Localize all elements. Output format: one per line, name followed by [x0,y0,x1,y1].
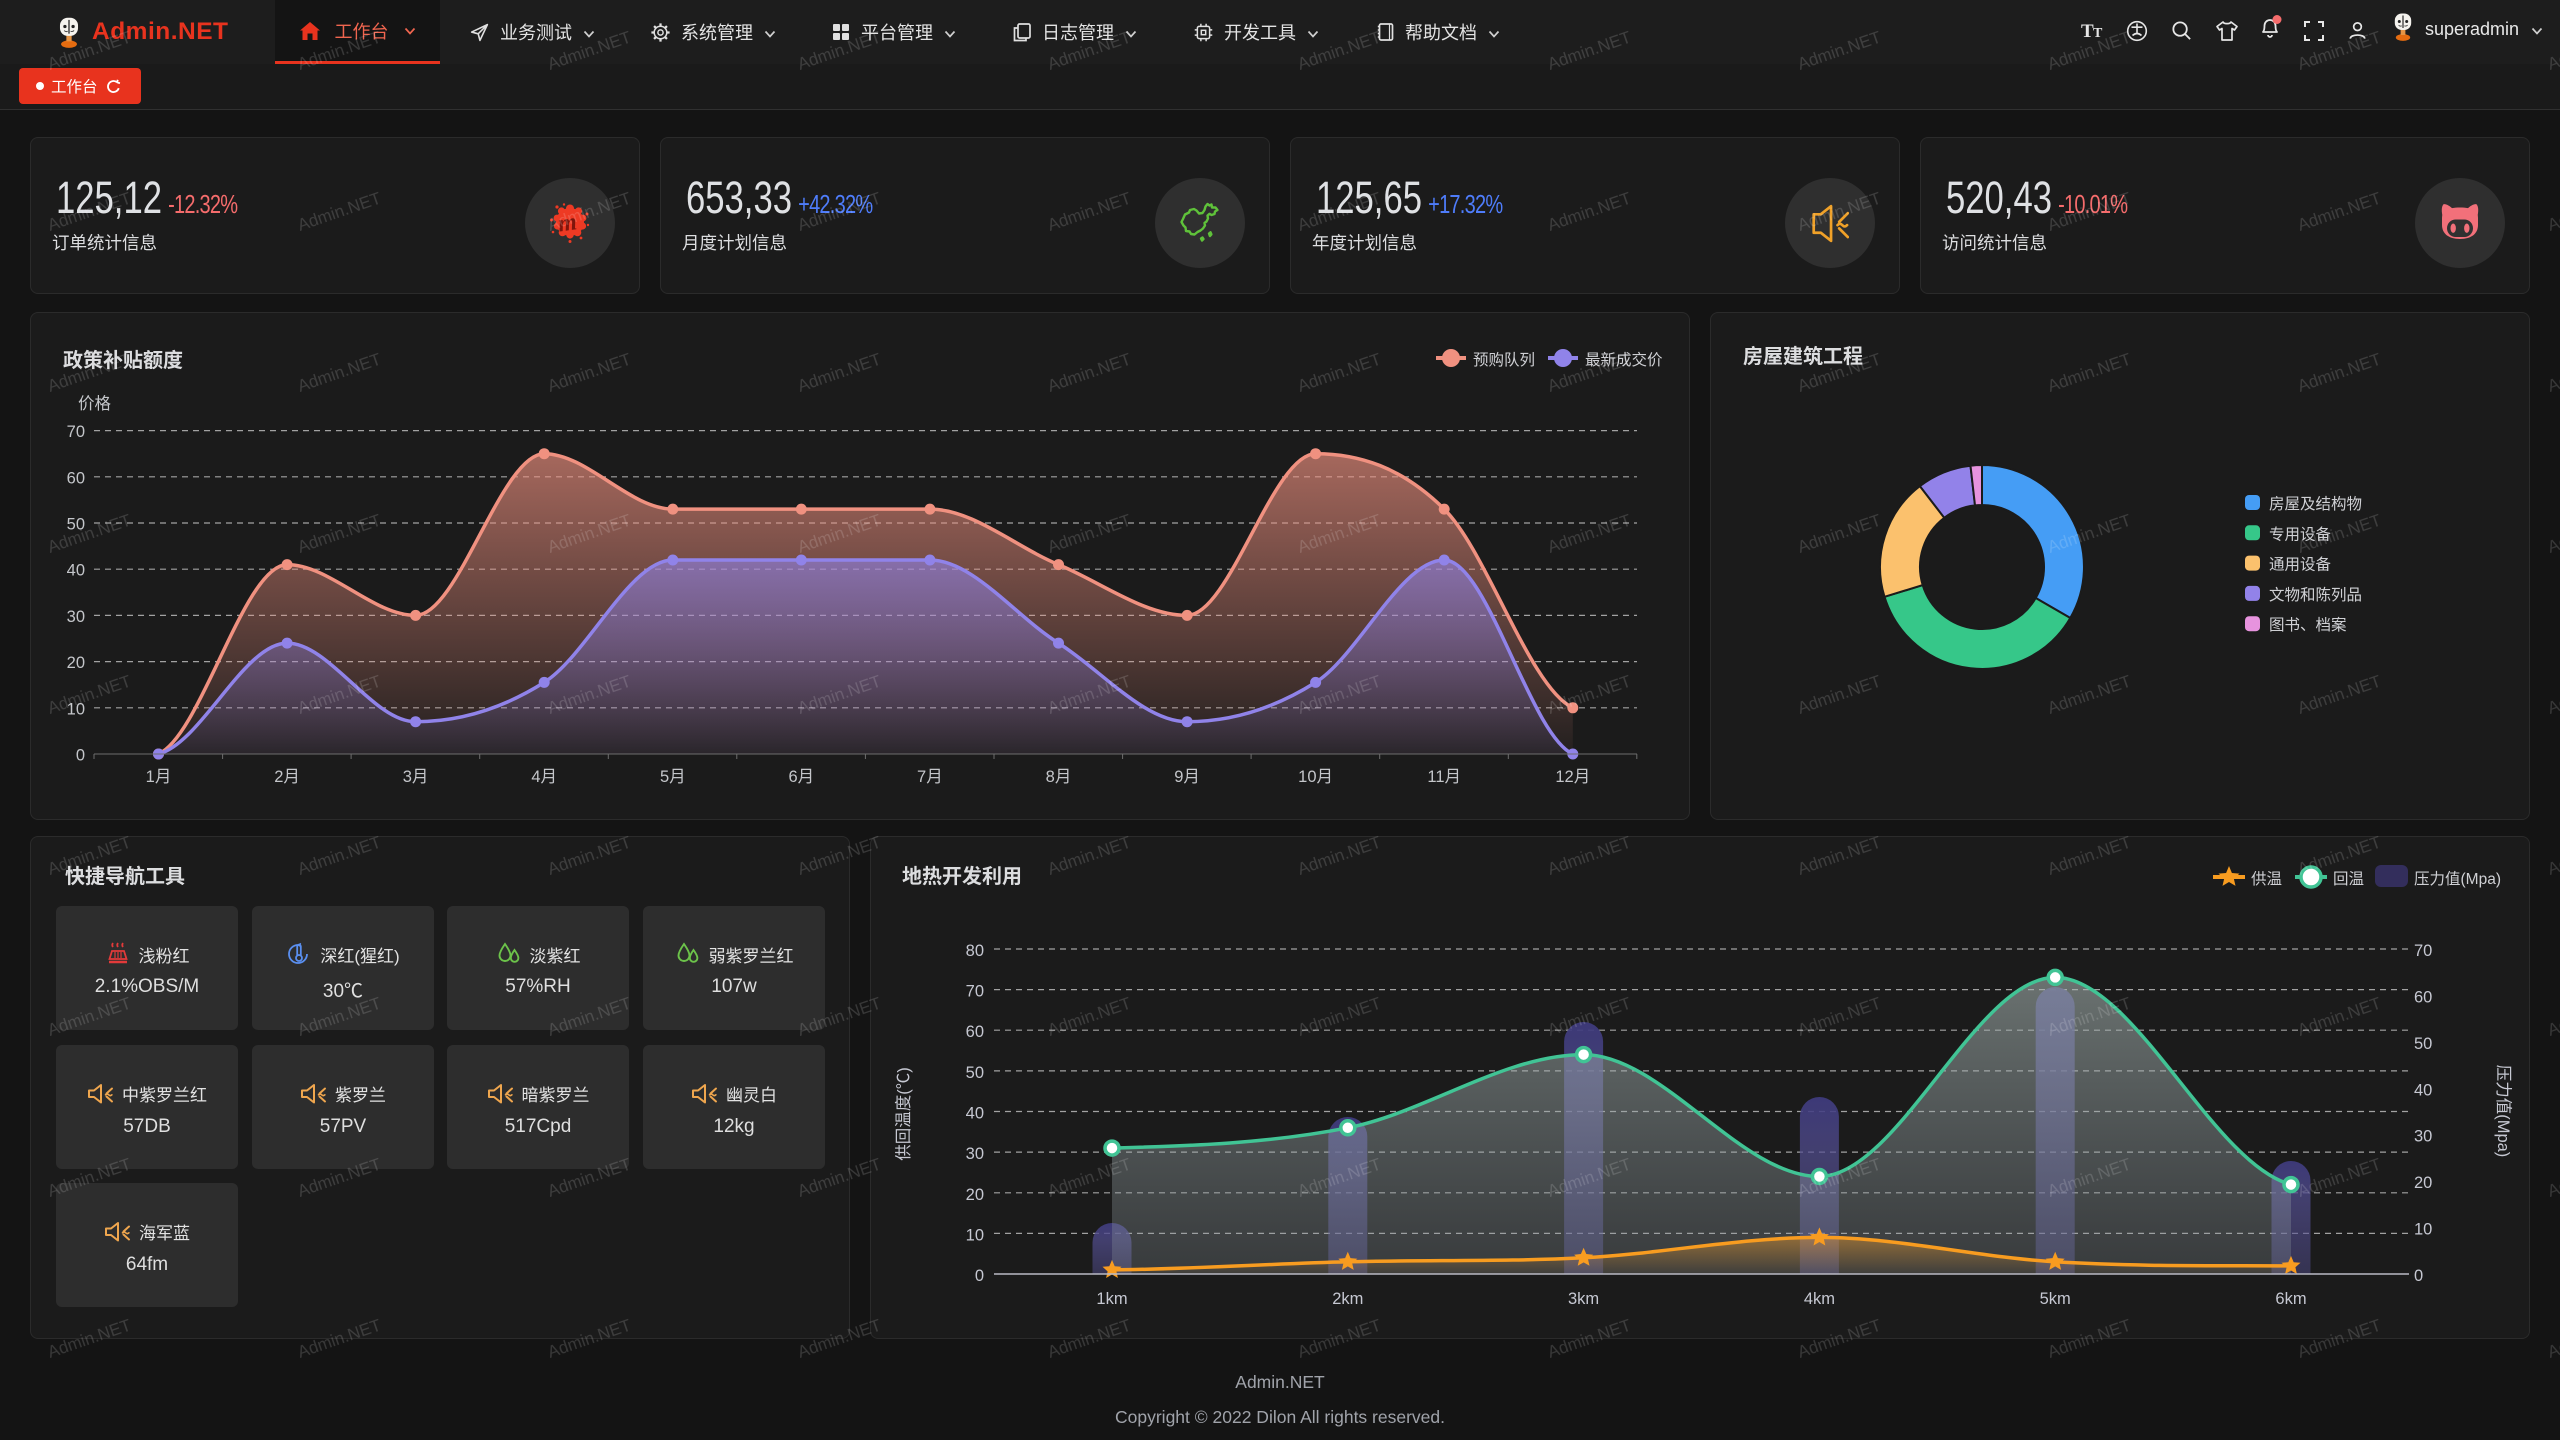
svg-text:50: 50 [67,516,85,534]
svg-text:1km: 1km [1096,1290,1127,1308]
svg-text:0: 0 [76,747,85,765]
svg-text:4月: 4月 [531,768,557,786]
svg-text:30: 30 [966,1145,984,1163]
svg-text:预购队列: 预购队列 [1473,351,1535,369]
svg-text:30: 30 [2414,1128,2432,1146]
svg-text:0: 0 [975,1267,984,1285]
svg-text:30: 30 [67,608,85,626]
svg-text:图书、档案: 图书、档案 [2269,616,2347,634]
svg-text:20: 20 [67,654,85,672]
svg-text:T: T [2093,26,2103,41]
svg-text:专用设备: 专用设备 [2269,525,2332,543]
svg-text:40: 40 [67,562,85,580]
svg-text:5km: 5km [2040,1290,2071,1308]
svg-text:80: 80 [966,942,984,960]
svg-text:60: 60 [2414,988,2432,1006]
svg-text:2月: 2月 [274,768,300,786]
svg-text:4km: 4km [1804,1290,1835,1308]
svg-text:价格: 价格 [78,394,112,413]
svg-text:8月: 8月 [1046,768,1072,786]
svg-text:3月: 3月 [403,768,429,786]
svg-text:20: 20 [2414,1174,2432,1192]
svg-text:5月: 5月 [660,768,686,786]
svg-text:70: 70 [966,983,984,1001]
svg-text:60: 60 [67,469,85,487]
svg-text:12月: 12月 [1555,768,1590,786]
svg-text:40: 40 [966,1105,984,1123]
svg-text:通用设备: 通用设备 [2269,556,2332,574]
svg-text:文物和陈列品: 文物和陈列品 [2269,586,2362,604]
svg-text:供回温度(℃): 供回温度(℃) [894,1067,913,1161]
svg-text:10月: 10月 [1298,768,1333,786]
svg-text:10: 10 [966,1226,984,1244]
svg-text:1月: 1月 [146,768,172,786]
svg-text:10: 10 [67,700,85,718]
svg-text:7月: 7月 [917,768,943,786]
svg-text:10: 10 [2414,1221,2432,1239]
svg-text:3km: 3km [1568,1290,1599,1308]
svg-text:9月: 9月 [1174,768,1200,786]
svg-text:50: 50 [2414,1035,2432,1053]
svg-text:20: 20 [966,1186,984,1204]
svg-text:6月: 6月 [788,768,814,786]
svg-text:0: 0 [2414,1267,2423,1285]
svg-text:50: 50 [966,1064,984,1082]
svg-text:m: m [556,209,578,237]
svg-text:70: 70 [2414,942,2432,960]
svg-text:最新成交价: 最新成交价 [1585,351,1663,369]
svg-text:11月: 11月 [1427,768,1461,786]
svg-text:压力值(Mpa): 压力值(Mpa) [2494,1065,2513,1158]
svg-text:压力值(Mpa): 压力值(Mpa) [2414,870,2501,888]
svg-text:2km: 2km [1332,1290,1363,1308]
svg-text:房屋及结构物: 房屋及结构物 [2269,495,2362,513]
svg-text:60: 60 [966,1023,984,1041]
svg-text:回温: 回温 [2333,870,2364,888]
svg-text:供温: 供温 [2251,870,2282,888]
svg-text:70: 70 [67,423,85,441]
svg-text:6km: 6km [2275,1290,2306,1308]
svg-text:40: 40 [2414,1081,2432,1099]
